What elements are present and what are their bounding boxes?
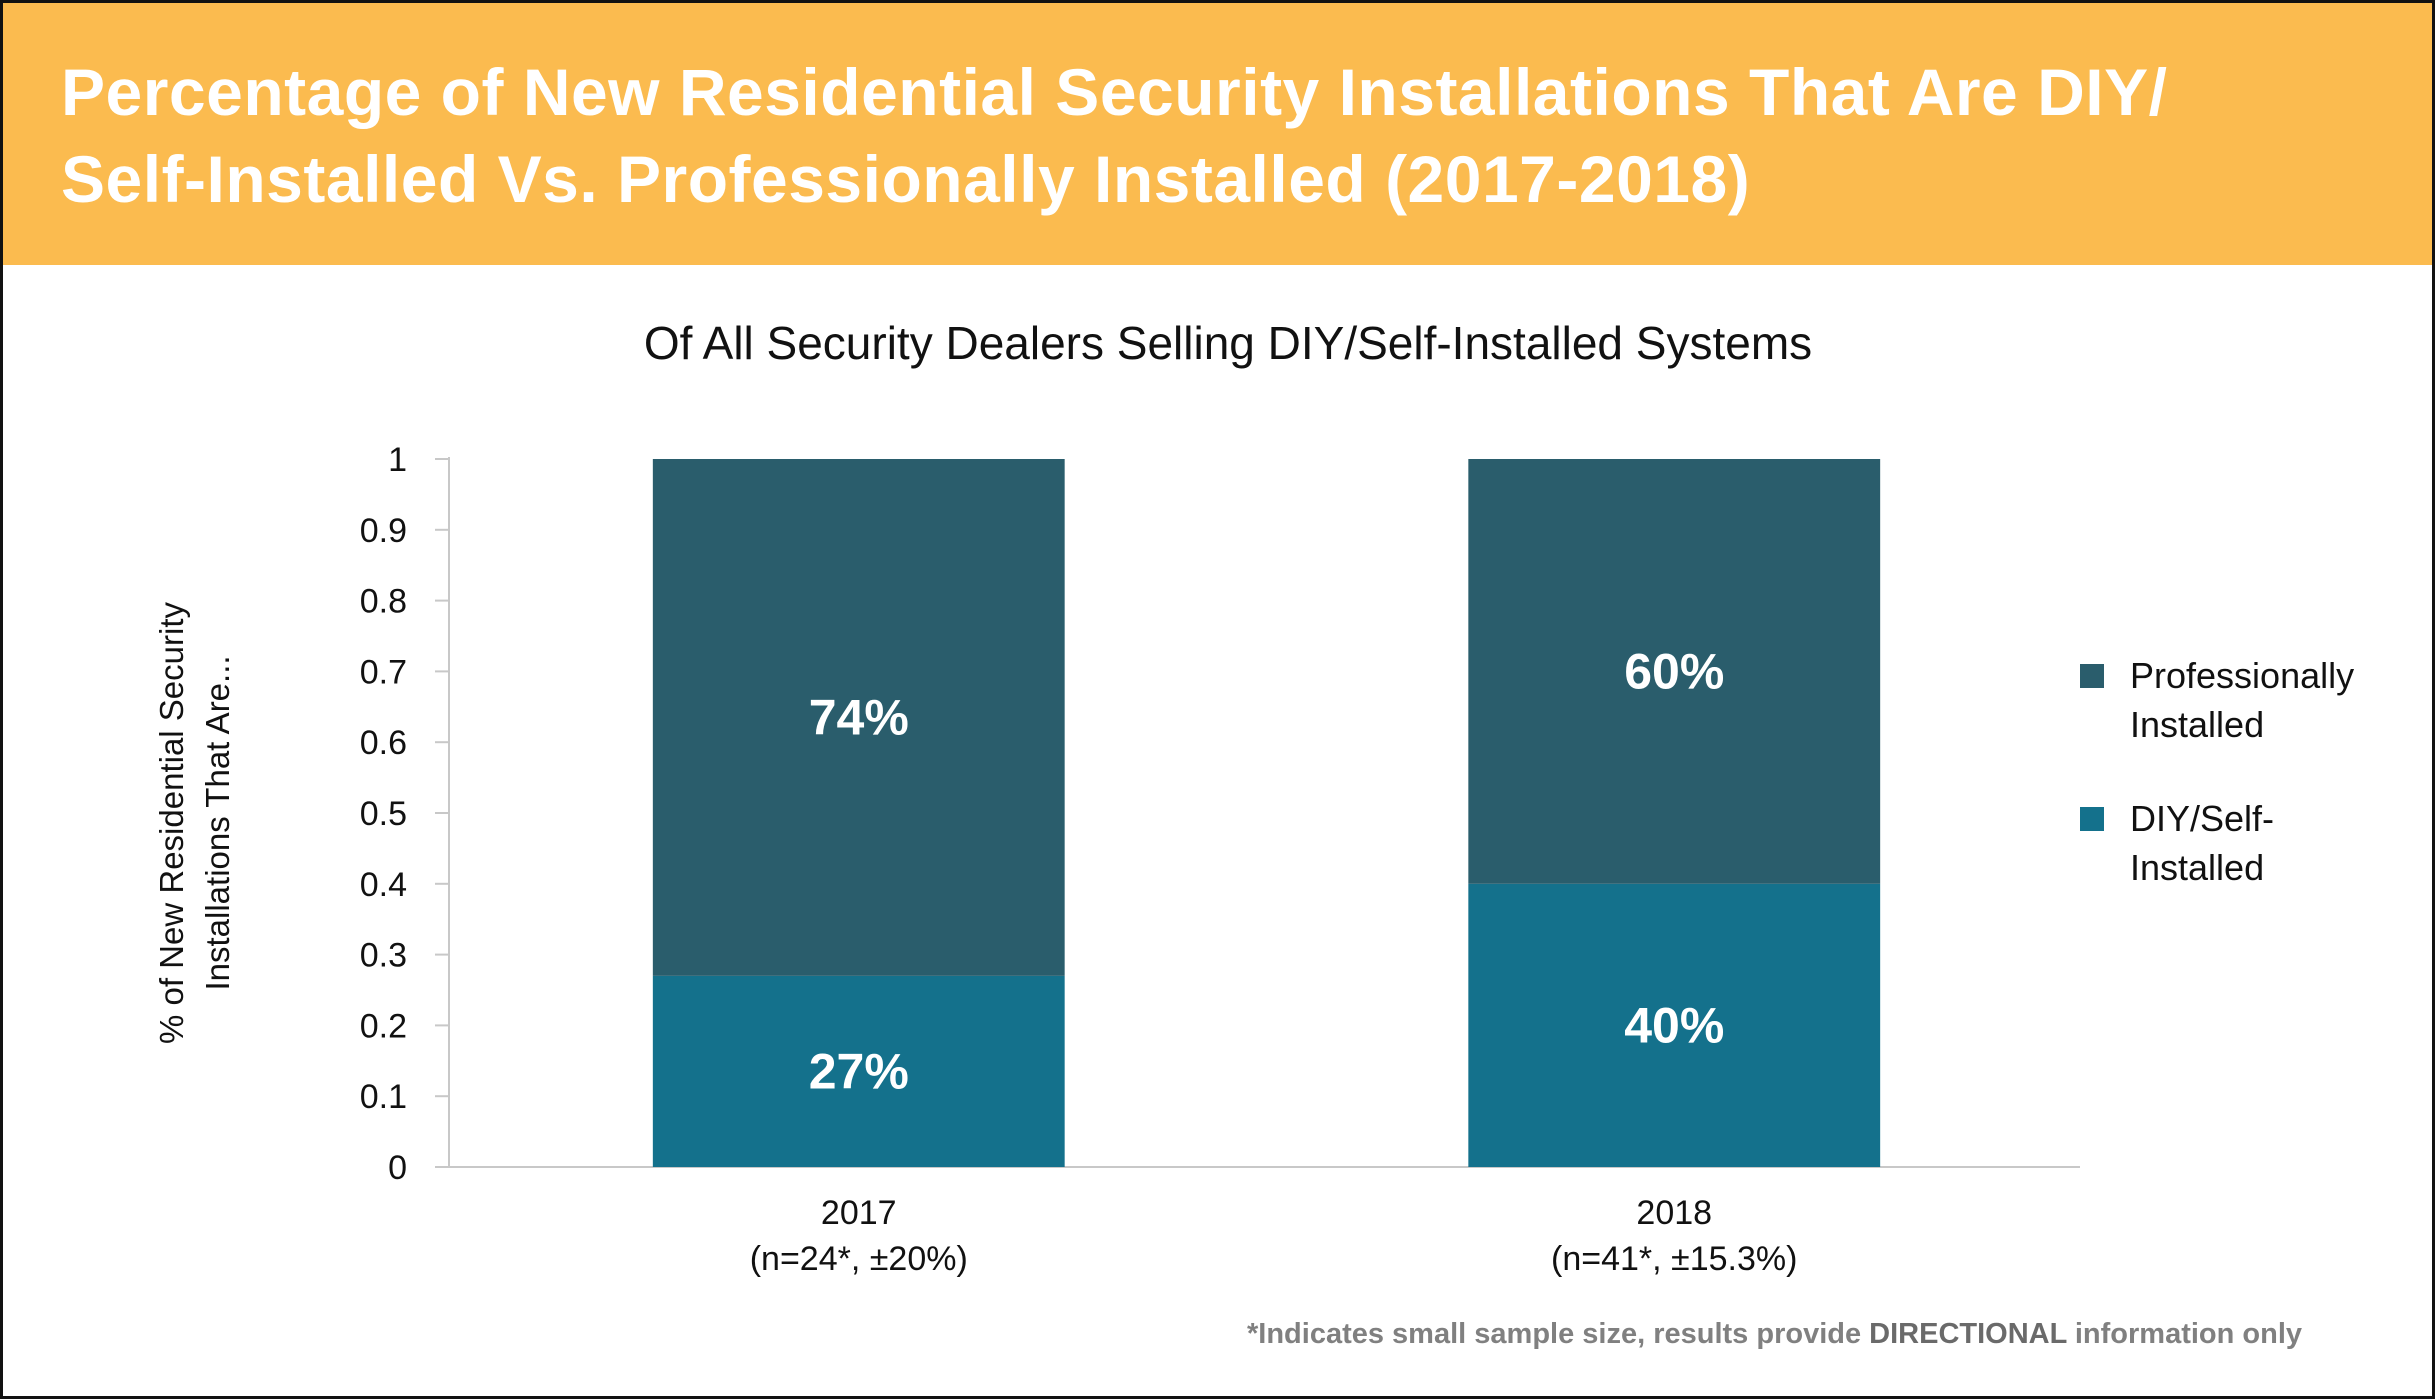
data-label: 27%: [809, 1043, 909, 1099]
y-tick-label: 0.5: [360, 795, 407, 833]
data-label: 74%: [809, 689, 909, 745]
x-axis-labels: 2017 (n=24*, ±20%) 2018 (n=41*, ±15.3%): [750, 1194, 1798, 1278]
y-axis-title-line-2: Installations That Are...: [199, 655, 236, 990]
footnote-prefix: *Indicates small sample size, results pr…: [1247, 1318, 1870, 1350]
legend-label-line-1: DIY/Self-: [2130, 798, 2274, 839]
legend: Professionally Installed DIY/Self- Installe…: [2080, 655, 2354, 888]
footnote: *Indicates small sample size, results pr…: [1247, 1318, 2302, 1351]
y-axis-title: % of New Residential Security Installati…: [153, 601, 236, 1044]
stacked-bar-chart: Of All Security Dealers Selling DIY/Self…: [153, 317, 2354, 1278]
x-tick-label: 2018: [1636, 1194, 1712, 1232]
y-tick-label: 1: [388, 441, 407, 479]
bar-segment-professionally-installed-2018: [1468, 459, 1881, 884]
y-tick-label: 0.6: [360, 724, 407, 762]
legend-swatch: [2080, 807, 2104, 831]
y-tick-label: 0.2: [360, 1007, 407, 1045]
bar-segment-professionally-installed-2017: [652, 459, 1065, 976]
bars-group: 27% 74% 40% 60%: [652, 459, 1881, 1167]
footnote-emphasis: DIRECTIONAL: [1869, 1318, 2067, 1350]
y-tick-label: 0.3: [360, 937, 407, 975]
y-axis-title-line-1: % of New Residential Security: [153, 601, 190, 1044]
footnote-suffix: information only: [2066, 1318, 2303, 1350]
page-title-line-1: Percentage of New Residential Security I…: [61, 55, 2168, 129]
y-tick-label: 0.8: [360, 583, 407, 621]
x-tick-label: 2017: [821, 1194, 897, 1232]
x-tick-sublabel: (n=24*, ±20%): [750, 1240, 968, 1278]
legend-swatch: [2080, 664, 2104, 688]
page-title: Percentage of New Residential Security I…: [61, 49, 2401, 223]
bar-segment-diy-self-installed-2017: [652, 975, 1065, 1167]
title-banner: Percentage of New Residential Security I…: [3, 3, 2432, 265]
y-tick-label: 0.1: [360, 1078, 407, 1116]
y-tick-label: 0.4: [360, 866, 407, 904]
page-title-line-2: Self-Installed Vs. Professionally Instal…: [61, 142, 1751, 216]
data-label: 60%: [1624, 643, 1724, 699]
bar-segment-diy-self-installed-2018: [1468, 883, 1881, 1167]
x-tick-sublabel: (n=41*, ±15.3%): [1551, 1240, 1797, 1278]
y-tick-label: 0: [388, 1149, 407, 1187]
legend-label-line-2: Installed: [2130, 847, 2264, 888]
y-tick-label: 0.7: [360, 653, 407, 691]
legend-label-line-2: Installed: [2130, 704, 2264, 745]
chart-title: Of All Security Dealers Selling DIY/Self…: [644, 317, 1812, 369]
legend-label-line-1: Professionally: [2130, 655, 2354, 696]
data-label: 40%: [1624, 997, 1724, 1053]
y-tick-label: 0.9: [360, 512, 407, 550]
